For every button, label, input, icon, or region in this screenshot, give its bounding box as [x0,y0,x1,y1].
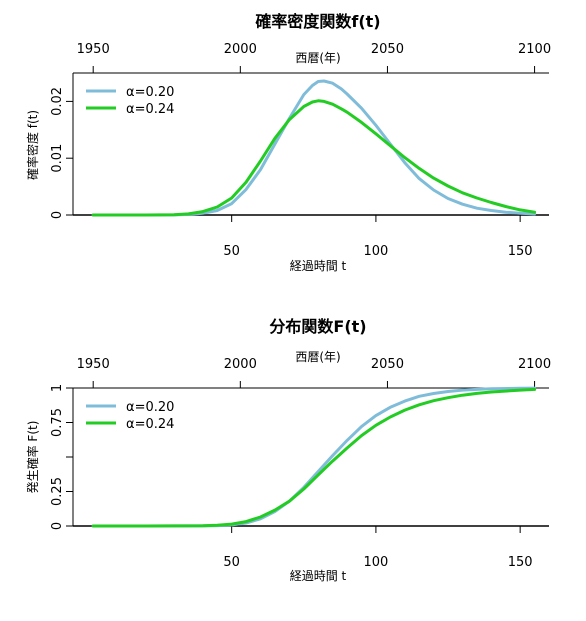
density-x-tick-label: 150 [508,244,533,259]
density-x-axis-label: 経過時間 t [290,259,347,273]
density-legend-label: α=0.20 [126,85,174,100]
distribution-top-tick-label: 1950 [77,357,110,372]
distribution-legend-label: α=0.20 [126,400,174,415]
density-x-tick-label: 50 [223,244,240,259]
distribution-top-tick-label: 2000 [224,357,257,372]
density-y-tick-label: 0.01 [50,144,65,173]
density-top-axis-label: 西暦(年) [295,51,340,65]
density-y-tick-label: 0.02 [50,87,65,116]
distribution-x-axis-label: 経過時間 t [290,569,347,583]
distribution-top-axis-label: 西暦(年) [295,350,340,364]
distribution-x-tick-label: 100 [363,555,388,570]
density-series-line-1 [91,99,537,217]
density-y-tick-label: 0 [50,211,65,219]
distribution-y-tick-label: 0 [50,522,65,530]
distribution-panel: 分布関数F(t) 西暦(年) 経過時間 t 発生確率 F(t) 1950 2000… [25,317,551,583]
density-top-tick-label: 2000 [224,42,257,57]
density-top-tick-label: 1950 [77,42,110,57]
distribution-y-tick-label: 1 [50,384,65,392]
distribution-chart-title: 分布関数F(t) [269,317,366,336]
density-chart-title: 確率密度関数f(t) [255,12,380,31]
distribution-x-tick-label: 50 [223,555,240,570]
density-top-tick-label: 2050 [371,42,404,57]
density-top-tick-label: 2100 [518,42,551,57]
distribution-x-tick-label: 150 [508,555,533,570]
density-series-line-0 [91,79,537,217]
density-panel: 確率密度関数f(t) 西暦(年) 経過時間 t 確率密度 f(t) 1950 20… [25,12,551,273]
density-x-tick-label: 100 [363,244,388,259]
density-y-axis-label: 確率密度 f(t) [25,110,40,180]
distribution-top-tick-label: 2100 [518,357,551,372]
distribution-legend-label: α=0.24 [126,417,174,432]
distribution-series-line-1 [91,387,537,528]
density-legend-label: α=0.24 [126,102,174,117]
distribution-top-tick-label: 2050 [371,357,404,372]
distribution-y-axis-label: 発生確率 F(t) [25,421,40,494]
distribution-y-tick-label: 0.75 [50,408,65,437]
distribution-y-tick-label: 0.25 [50,477,65,506]
